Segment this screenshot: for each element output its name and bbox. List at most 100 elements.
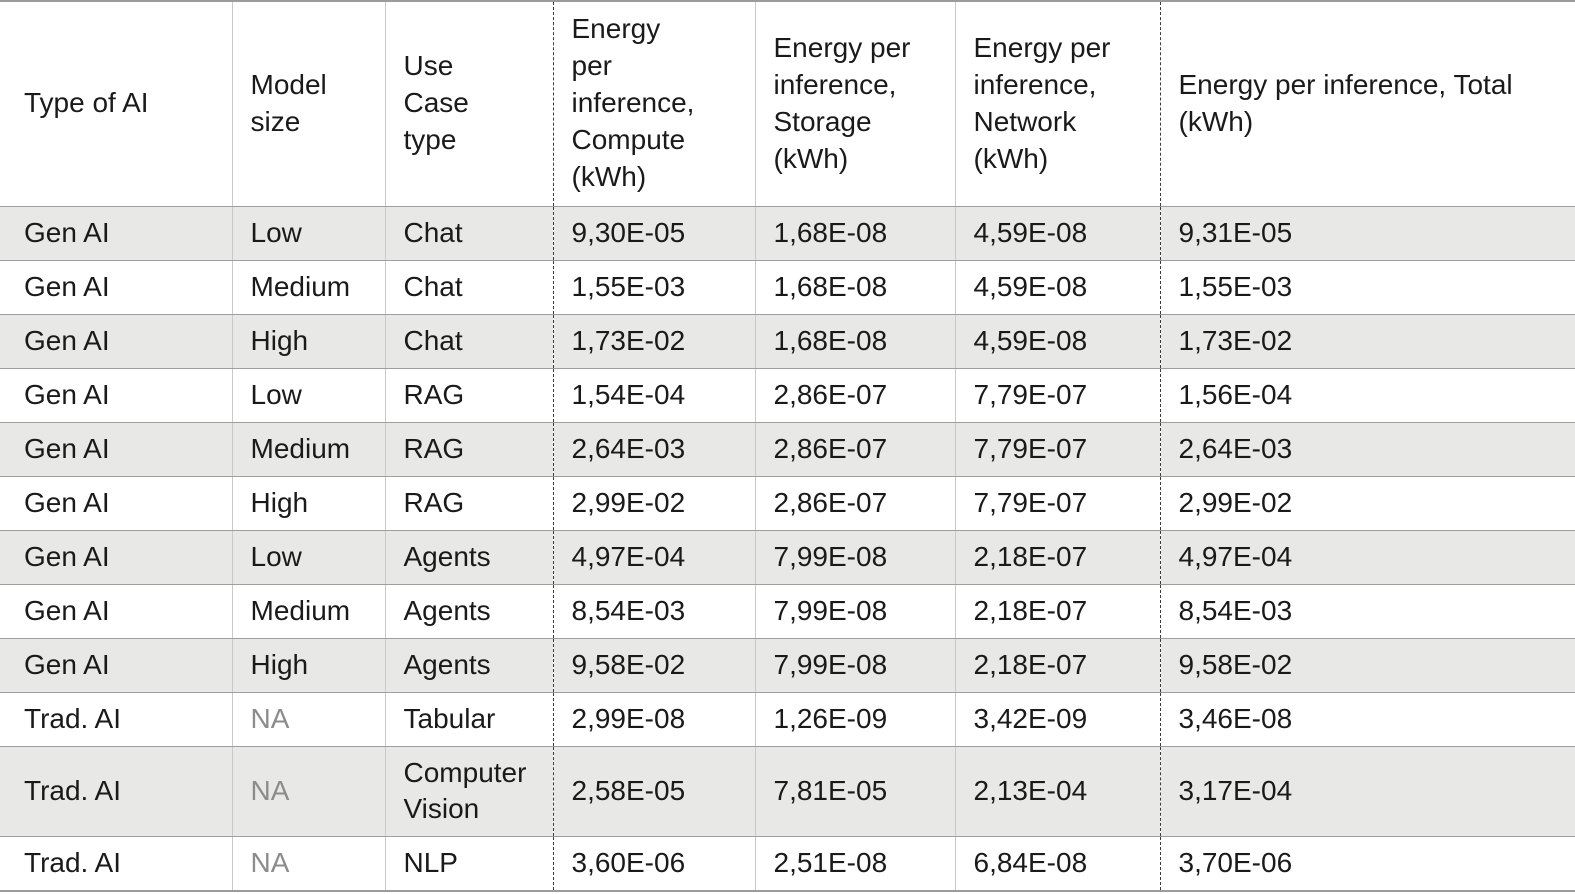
- header-type-of-ai: Type of AI: [0, 1, 232, 207]
- table-cell: 4,59E-08: [954, 206, 1160, 261]
- table-cell: 2,64E-03: [1159, 422, 1575, 477]
- table-row: Gen AI High Chat 1,73E-02 1,68E-08 4,59E-08 1,…: [0, 314, 1575, 369]
- table-cell: Agents: [384, 584, 553, 639]
- header-energy-network: Energy per inference, Network (kWh): [954, 1, 1160, 207]
- table-cell: 7,99E-08: [754, 584, 955, 639]
- table-cell: NLP: [384, 836, 553, 892]
- table-cell: 3,42E-09: [954, 692, 1160, 747]
- table-cell: 2,86E-07: [754, 422, 955, 477]
- table-cell: 2,86E-07: [754, 368, 955, 423]
- table-row: Gen AI Medium Agents 8,54E-03 7,99E-08 2,18E-…: [0, 584, 1575, 639]
- table-cell: Gen AI: [0, 422, 232, 477]
- table-cell: Gen AI: [0, 206, 232, 261]
- table-cell: RAG: [384, 422, 553, 477]
- table-row: Gen AI Medium RAG 2,64E-03 2,86E-07 7,79E-07 2…: [0, 422, 1575, 477]
- table-body: Gen AI Low Chat 9,30E-05 1,68E-08 4,59E-08 9,3…: [0, 206, 1575, 892]
- table-cell: 9,58E-02: [552, 638, 755, 693]
- table-cell: High: [231, 638, 385, 693]
- table-cell: 1,68E-08: [754, 260, 955, 315]
- table-cell: 1,54E-04: [552, 368, 755, 423]
- table-cell: 1,55E-03: [1159, 260, 1575, 315]
- table-row: Trad. AI NA NLP 3,60E-06 2,51E-08 6,84E-08 3,7…: [0, 836, 1575, 892]
- table-cell: Medium: [231, 584, 385, 639]
- table-cell: Chat: [384, 314, 553, 369]
- table-cell: 6,84E-08: [954, 836, 1160, 892]
- table-cell: NA: [231, 746, 385, 838]
- table-cell: Agents: [384, 530, 553, 585]
- table-cell: Low: [231, 206, 385, 261]
- table-cell: 9,30E-05: [552, 206, 755, 261]
- header-energy-storage: Energy per inference, Storage (kWh): [754, 1, 955, 207]
- table-row: Trad. AI NA Computer Vision 2,58E-05 7,81E-0…: [0, 746, 1575, 838]
- table-cell: 8,54E-03: [552, 584, 755, 639]
- table-cell: 2,58E-05: [552, 746, 755, 838]
- table-cell: 3,17E-04: [1159, 746, 1575, 838]
- table-row: Gen AI Medium Chat 1,55E-03 1,68E-08 4,59E-08…: [0, 260, 1575, 315]
- table-cell: Chat: [384, 260, 553, 315]
- table-cell: 3,46E-08: [1159, 692, 1575, 747]
- table-cell: 2,18E-07: [954, 530, 1160, 585]
- table-cell: Tabular: [384, 692, 553, 747]
- table-cell: 2,18E-07: [954, 584, 1160, 639]
- table-cell: 1,56E-04: [1159, 368, 1575, 423]
- table-row: Gen AI High RAG 2,99E-02 2,86E-07 7,79E-07 2,9…: [0, 476, 1575, 531]
- table-cell: 2,13E-04: [954, 746, 1160, 838]
- table-cell: High: [231, 476, 385, 531]
- table-row: Gen AI High Agents 9,58E-02 7,99E-08 2,18E-07…: [0, 638, 1575, 693]
- header-energy-total: Energy per inference, Total (kWh): [1159, 1, 1575, 207]
- table-cell: Low: [231, 368, 385, 423]
- header-model-size: Model size: [231, 1, 385, 207]
- table-cell: Medium: [231, 422, 385, 477]
- table-cell: Gen AI: [0, 368, 232, 423]
- table-cell: 2,86E-07: [754, 476, 955, 531]
- table-cell: RAG: [384, 368, 553, 423]
- table-cell: 2,51E-08: [754, 836, 955, 892]
- table-cell: RAG: [384, 476, 553, 531]
- table-cell: 1,73E-02: [1159, 314, 1575, 369]
- table-cell: Gen AI: [0, 260, 232, 315]
- table-cell: Trad. AI: [0, 692, 232, 747]
- table-cell: Gen AI: [0, 638, 232, 693]
- table-cell: 2,18E-07: [954, 638, 1160, 693]
- table-header-row: Type of AI Model size Use Case type Ener…: [0, 1, 1575, 207]
- table-cell: Trad. AI: [0, 836, 232, 892]
- table-cell: Gen AI: [0, 314, 232, 369]
- table-cell: 7,79E-07: [954, 368, 1160, 423]
- table-cell: Medium: [231, 260, 385, 315]
- table-cell: 2,99E-02: [1159, 476, 1575, 531]
- table-cell: 4,59E-08: [954, 314, 1160, 369]
- table-row: Gen AI Low Agents 4,97E-04 7,99E-08 2,18E-07 4…: [0, 530, 1575, 585]
- table-cell: Gen AI: [0, 530, 232, 585]
- header-use-case-type: Use Case type: [384, 1, 553, 207]
- table-cell: 1,73E-02: [552, 314, 755, 369]
- table-cell: Agents: [384, 638, 553, 693]
- table-cell: 9,58E-02: [1159, 638, 1575, 693]
- table-cell: High: [231, 314, 385, 369]
- table-cell: 7,99E-08: [754, 530, 955, 585]
- table-cell: Chat: [384, 206, 553, 261]
- table-cell: 1,55E-03: [552, 260, 755, 315]
- table-cell: 7,99E-08: [754, 638, 955, 693]
- table-cell: Trad. AI: [0, 746, 232, 838]
- table-cell: 4,97E-04: [552, 530, 755, 585]
- table-cell: 7,79E-07: [954, 476, 1160, 531]
- table-cell: 7,79E-07: [954, 422, 1160, 477]
- table-cell: 2,99E-08: [552, 692, 755, 747]
- table-cell: NA: [231, 836, 385, 892]
- table-cell: 2,99E-02: [552, 476, 755, 531]
- table-cell: 1,68E-08: [754, 314, 955, 369]
- table-row: Trad. AI NA Tabular 2,99E-08 1,26E-09 3,42E-0…: [0, 692, 1575, 747]
- table-cell: 3,70E-06: [1159, 836, 1575, 892]
- table-cell: 4,59E-08: [954, 260, 1160, 315]
- table-cell: Gen AI: [0, 476, 232, 531]
- table-cell: 1,68E-08: [754, 206, 955, 261]
- header-energy-compute: Energy per inference, Compute (kWh): [552, 1, 755, 207]
- table-cell: Computer Vision: [384, 746, 553, 838]
- table-cell: 3,60E-06: [552, 836, 755, 892]
- table-row: Gen AI Low Chat 9,30E-05 1,68E-08 4,59E-08 9,3…: [0, 206, 1575, 261]
- table-cell: 2,64E-03: [552, 422, 755, 477]
- table-cell: NA: [231, 692, 385, 747]
- table-cell: 1,26E-09: [754, 692, 955, 747]
